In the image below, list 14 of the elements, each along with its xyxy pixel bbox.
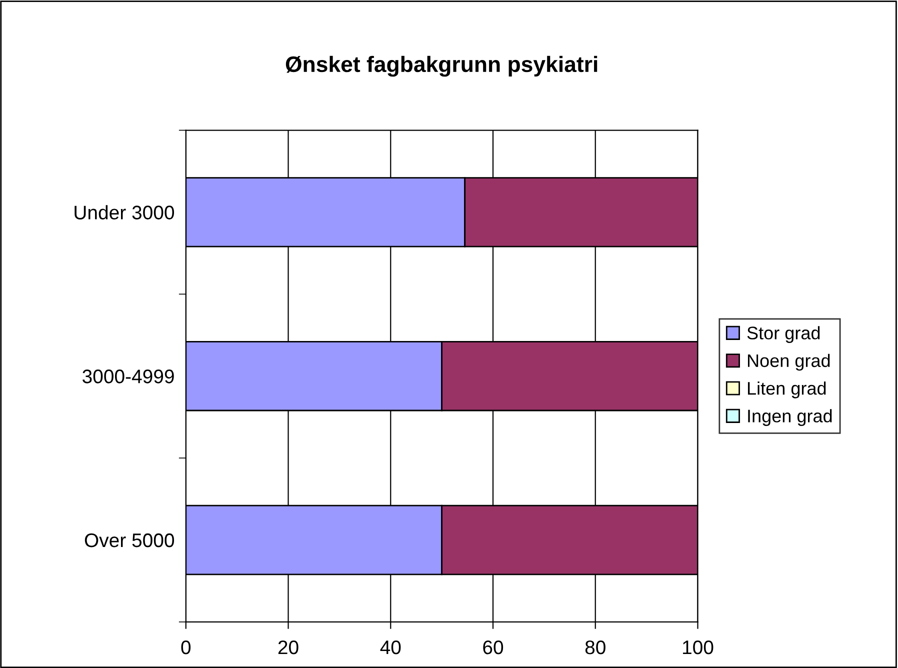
x-tick-label: 0 xyxy=(181,640,191,654)
legend-label: Ingen grad xyxy=(748,409,832,426)
legend-label: Stor grad xyxy=(747,326,820,344)
y-tick-label: 3000-4999 xyxy=(82,370,174,384)
legend-label: Liten grad xyxy=(748,382,826,398)
x-tick-label: 60 xyxy=(483,640,504,654)
x-tick-label: 100 xyxy=(683,640,714,654)
y-tick-label: Under 3000 xyxy=(74,205,174,220)
legend-label: Noen grad xyxy=(748,354,830,371)
y-tick-label: Over 5000 xyxy=(84,533,174,548)
x-tick-label: 20 xyxy=(278,640,298,654)
x-tick-label: 40 xyxy=(380,640,401,654)
x-tick-label: 80 xyxy=(585,640,606,654)
chart-title: Ønsket fagbakgrunn psykiatri xyxy=(286,56,598,77)
